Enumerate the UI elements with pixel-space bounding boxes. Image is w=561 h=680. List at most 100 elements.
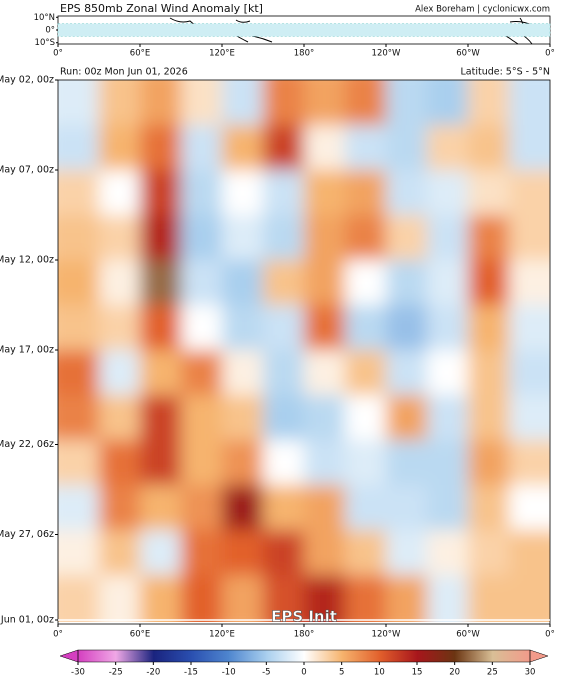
heat-cell — [509, 395, 550, 441]
heat-cell — [222, 305, 264, 351]
heat-cell — [181, 575, 223, 622]
heat-cell — [181, 395, 223, 441]
heat-cell — [345, 350, 387, 396]
heat-cell — [509, 80, 550, 126]
map-lon-label: 0° — [545, 49, 555, 59]
heat-cell — [140, 80, 182, 126]
heatmap — [58, 80, 550, 622]
heat-cell — [345, 530, 387, 576]
heat-cell — [58, 260, 100, 306]
heat-cell — [304, 350, 346, 396]
heatmap-cells — [58, 80, 550, 622]
title: EPS 850mb Zonal Wind Anomaly [kt] — [60, 2, 263, 15]
map-lat-label: 10°N — [34, 13, 55, 23]
heat-cell — [304, 440, 346, 486]
heat-cell — [263, 260, 305, 306]
x-tick-label: 60°E — [130, 630, 150, 640]
heat-cell — [140, 485, 182, 531]
heat-cell — [468, 125, 510, 171]
heat-cell — [263, 170, 305, 216]
heat-cell — [263, 350, 305, 396]
colorbar-tick-label: -25 — [109, 668, 123, 678]
colorbar-tick-label: 10 — [374, 668, 385, 678]
init-label: EPS Init — [271, 608, 337, 626]
heat-cell — [263, 125, 305, 171]
heat-cell — [99, 80, 141, 126]
heat-cell — [468, 485, 510, 531]
heat-cell — [99, 215, 141, 261]
colorbar-segment — [78, 650, 117, 662]
heat-cell — [99, 305, 141, 351]
heat-cell — [509, 440, 550, 486]
map-lon-label: 0° — [53, 49, 63, 59]
heat-cell — [263, 305, 305, 351]
colorbar-segment — [228, 650, 267, 662]
heat-cell — [181, 170, 223, 216]
heat-cell — [140, 350, 182, 396]
heat-cell — [468, 530, 510, 576]
heat-cell — [345, 575, 387, 622]
colorbar-segment — [379, 650, 418, 662]
colorbar-tick-label: -5 — [262, 668, 270, 678]
heat-cell — [58, 575, 100, 622]
heat-cell — [386, 305, 428, 351]
heat-cell — [140, 170, 182, 216]
heat-cell — [263, 530, 305, 576]
run-label: Run: 00z Mon Jun 01, 2026 — [60, 67, 188, 78]
heat-cell — [181, 80, 223, 126]
heat-cell — [222, 170, 264, 216]
map-lon-label: 180° — [294, 49, 314, 59]
heat-cell — [140, 260, 182, 306]
heat-cell — [386, 80, 428, 126]
heat-cell — [222, 125, 264, 171]
heat-cell — [345, 215, 387, 261]
colorbar-tick-label: 30 — [525, 668, 536, 678]
heat-cell — [58, 395, 100, 441]
map-lat-label: 0° — [45, 26, 55, 36]
map — [57, 15, 551, 45]
heat-cell — [468, 440, 510, 486]
heat-cell — [304, 395, 346, 441]
colorbar-tick-label: 5 — [339, 668, 344, 678]
heat-cell — [345, 125, 387, 171]
heat-cell — [58, 350, 100, 396]
heat-cell — [427, 260, 469, 306]
colorbar-segment — [153, 650, 192, 662]
heat-cell — [181, 350, 223, 396]
heat-cell — [181, 485, 223, 531]
y-tick-label: Jun 01, 00z — [0, 615, 54, 626]
latitude-band — [57, 23, 551, 37]
heat-cell — [58, 530, 100, 576]
heat-cell — [304, 575, 346, 622]
heat-cell — [263, 395, 305, 441]
heat-cell — [509, 485, 550, 531]
heat-cell — [509, 350, 550, 396]
heat-cell — [140, 215, 182, 261]
heat-cell — [99, 260, 141, 306]
heat-cell — [468, 260, 510, 306]
heat-cell — [304, 305, 346, 351]
heat-cell — [140, 125, 182, 171]
heat-cell — [181, 305, 223, 351]
heat-cell — [58, 305, 100, 351]
colorbar-tick-label: 25 — [487, 668, 498, 678]
colorbar-tick-label: 20 — [449, 668, 460, 678]
heat-cell — [304, 125, 346, 171]
heat-cell — [468, 170, 510, 216]
heat-cell — [468, 80, 510, 126]
heat-cell — [386, 170, 428, 216]
map-lat-label: 10°S — [35, 38, 55, 48]
y-tick-label: May 27, 06z — [0, 529, 54, 540]
heat-cell — [58, 440, 100, 486]
heat-cell — [263, 440, 305, 486]
heat-cell — [58, 80, 100, 126]
heat-cell — [427, 350, 469, 396]
heat-cell — [427, 440, 469, 486]
heat-cell — [99, 575, 141, 622]
heat-cell — [222, 440, 264, 486]
heat-cell — [140, 530, 182, 576]
heat-cell — [304, 215, 346, 261]
heat-cell — [427, 215, 469, 261]
x-tick-label: 120°E — [209, 630, 235, 640]
